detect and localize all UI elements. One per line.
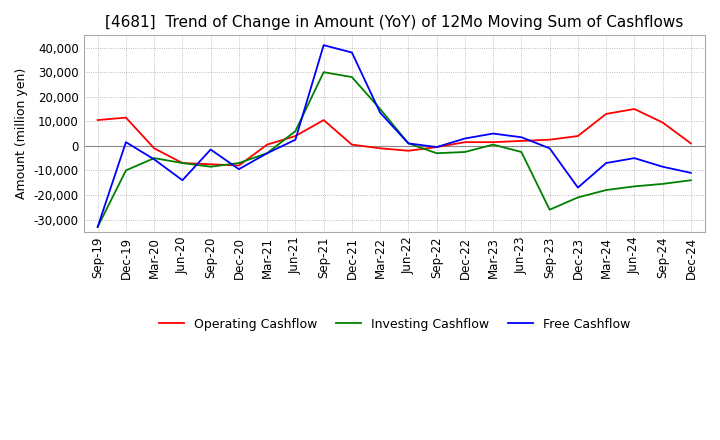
Free Cashflow bbox=[658, 164, 667, 169]
Y-axis label: Amount (million yen): Amount (million yen) bbox=[15, 68, 28, 199]
Free Cashflow bbox=[489, 131, 498, 136]
Operating Cashflow bbox=[94, 117, 102, 123]
Free Cashflow bbox=[320, 43, 328, 48]
Free Cashflow bbox=[291, 137, 300, 143]
Operating Cashflow bbox=[207, 161, 215, 167]
Investing Cashflow bbox=[630, 184, 639, 189]
Free Cashflow bbox=[574, 185, 582, 190]
Free Cashflow bbox=[94, 224, 102, 230]
Free Cashflow bbox=[376, 110, 384, 115]
Free Cashflow bbox=[235, 167, 243, 172]
Operating Cashflow bbox=[574, 133, 582, 139]
Investing Cashflow bbox=[432, 150, 441, 156]
Operating Cashflow bbox=[348, 142, 356, 147]
Operating Cashflow bbox=[432, 144, 441, 150]
Operating Cashflow bbox=[687, 141, 696, 146]
Operating Cashflow bbox=[291, 133, 300, 139]
Free Cashflow bbox=[630, 155, 639, 161]
Free Cashflow bbox=[263, 150, 271, 156]
Operating Cashflow bbox=[320, 117, 328, 123]
Free Cashflow bbox=[178, 178, 186, 183]
Legend: Operating Cashflow, Investing Cashflow, Free Cashflow: Operating Cashflow, Investing Cashflow, … bbox=[153, 313, 635, 336]
Operating Cashflow bbox=[517, 138, 526, 143]
Investing Cashflow bbox=[94, 224, 102, 230]
Title: [4681]  Trend of Change in Amount (YoY) of 12Mo Moving Sum of Cashflows: [4681] Trend of Change in Amount (YoY) o… bbox=[105, 15, 683, 30]
Investing Cashflow bbox=[489, 142, 498, 147]
Investing Cashflow bbox=[150, 155, 158, 161]
Investing Cashflow bbox=[291, 128, 300, 134]
Investing Cashflow bbox=[207, 164, 215, 169]
Free Cashflow bbox=[404, 141, 413, 146]
Line: Operating Cashflow: Operating Cashflow bbox=[98, 109, 691, 165]
Free Cashflow bbox=[602, 161, 611, 166]
Line: Free Cashflow: Free Cashflow bbox=[98, 45, 691, 227]
Operating Cashflow bbox=[122, 115, 130, 120]
Investing Cashflow bbox=[461, 149, 469, 154]
Operating Cashflow bbox=[545, 137, 554, 143]
Investing Cashflow bbox=[658, 181, 667, 187]
Investing Cashflow bbox=[404, 141, 413, 146]
Investing Cashflow bbox=[545, 207, 554, 213]
Investing Cashflow bbox=[376, 106, 384, 112]
Investing Cashflow bbox=[574, 195, 582, 200]
Investing Cashflow bbox=[320, 70, 328, 75]
Free Cashflow bbox=[517, 135, 526, 140]
Operating Cashflow bbox=[263, 142, 271, 147]
Free Cashflow bbox=[432, 144, 441, 150]
Operating Cashflow bbox=[235, 163, 243, 168]
Investing Cashflow bbox=[517, 149, 526, 154]
Operating Cashflow bbox=[602, 111, 611, 117]
Free Cashflow bbox=[122, 139, 130, 145]
Operating Cashflow bbox=[178, 161, 186, 166]
Free Cashflow bbox=[348, 50, 356, 55]
Line: Investing Cashflow: Investing Cashflow bbox=[98, 72, 691, 227]
Investing Cashflow bbox=[122, 168, 130, 173]
Free Cashflow bbox=[545, 146, 554, 151]
Free Cashflow bbox=[461, 136, 469, 141]
Operating Cashflow bbox=[376, 146, 384, 151]
Operating Cashflow bbox=[461, 139, 469, 145]
Operating Cashflow bbox=[489, 139, 498, 145]
Operating Cashflow bbox=[404, 148, 413, 154]
Investing Cashflow bbox=[263, 150, 271, 156]
Free Cashflow bbox=[687, 170, 696, 176]
Operating Cashflow bbox=[658, 120, 667, 125]
Investing Cashflow bbox=[602, 187, 611, 193]
Investing Cashflow bbox=[348, 74, 356, 80]
Investing Cashflow bbox=[235, 161, 243, 166]
Operating Cashflow bbox=[630, 106, 639, 112]
Investing Cashflow bbox=[687, 178, 696, 183]
Free Cashflow bbox=[150, 157, 158, 162]
Free Cashflow bbox=[207, 147, 215, 152]
Investing Cashflow bbox=[178, 161, 186, 166]
Operating Cashflow bbox=[150, 146, 158, 151]
